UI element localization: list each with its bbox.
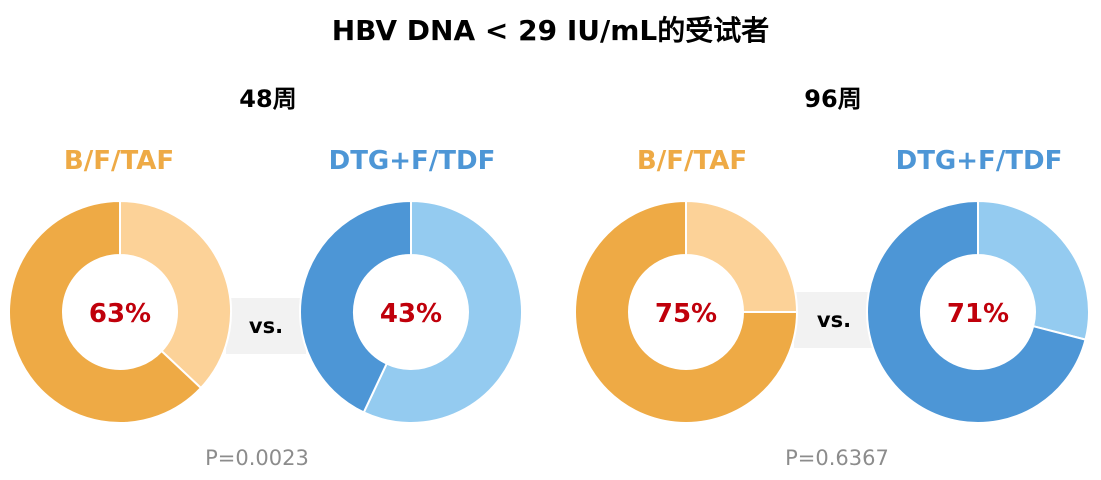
donut-bftaf-48: 63% <box>8 199 232 424</box>
vs-label-48: vs. <box>226 298 306 354</box>
donut-bftaf-96: 75% <box>574 199 799 424</box>
chart-title: HBV DNA < 29 IU/mL的受试者 <box>331 14 770 47</box>
week-label-96: 96周 <box>804 85 862 113</box>
donut-slice-value <box>299 199 412 414</box>
donut-slice-value <box>574 199 799 424</box>
donut-slice-remainder <box>119 199 232 390</box>
donut-percent-label: 75% <box>655 299 717 329</box>
donut-slice-remainder <box>362 199 523 424</box>
donut-slice-remainder <box>977 199 1090 341</box>
donut-dtg-48: 43% <box>299 199 523 424</box>
p-value-96: P=0.6367 <box>785 446 889 470</box>
donut-slice-value <box>8 199 203 424</box>
donut-dtg-96: 71% <box>866 199 1090 424</box>
vs-label-96: vs. <box>794 292 874 348</box>
donut-percent-label: 43% <box>380 299 442 329</box>
donut-slice-value <box>866 199 1087 424</box>
group-label-bftaf-48: B/F/TAF <box>63 146 175 176</box>
donut-percent-label: 71% <box>947 299 1009 329</box>
donut-slice-remainder <box>685 199 799 313</box>
donut-percent-label: 63% <box>89 299 151 329</box>
group-label-dtg-96: DTG+F/TDF <box>895 146 1063 176</box>
week-label-48: 48周 <box>239 85 297 113</box>
p-value-48: P=0.0023 <box>205 446 309 470</box>
group-label-dtg-48: DTG+F/TDF <box>328 146 496 176</box>
group-label-bftaf-96: B/F/TAF <box>636 146 748 176</box>
